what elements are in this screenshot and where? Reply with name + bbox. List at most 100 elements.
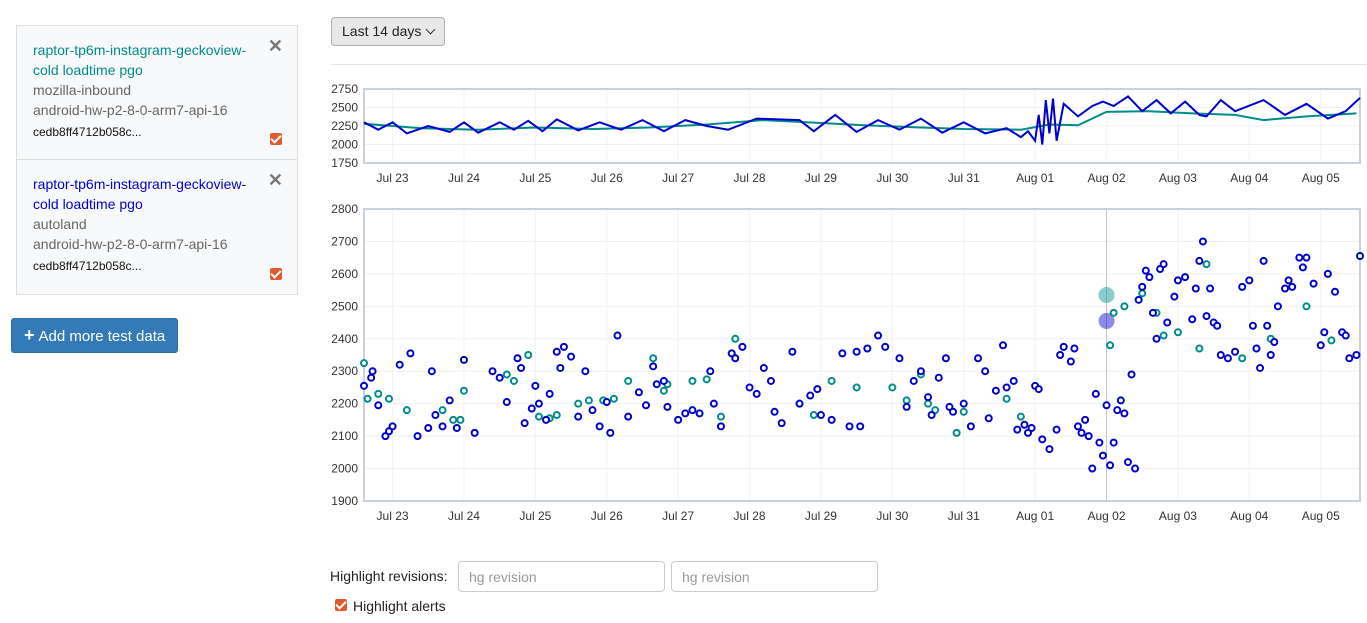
data-point	[406, 349, 415, 358]
data-point	[613, 331, 622, 340]
x-tick-label: Aug 04	[1230, 509, 1268, 523]
series-visible-checkbox[interactable]	[270, 268, 282, 280]
series-title-link[interactable]: raptor-tp6m-instagram-geckoview-cold loa…	[33, 42, 247, 78]
data-point	[816, 411, 825, 420]
add-test-data-button[interactable]: + Add more test data	[11, 318, 179, 353]
data-point	[927, 411, 936, 420]
data-point	[581, 367, 590, 376]
data-point	[524, 351, 533, 359]
overview-chart[interactable]: 1750 2000 2250 2500 2750 Jul 23 Jul 24 Jul 25 Ju…	[331, 82, 1361, 185]
data-point	[795, 399, 804, 408]
data-point	[1327, 336, 1336, 345]
x-tick-label: Aug 01	[1016, 509, 1054, 523]
data-point	[1077, 428, 1086, 437]
data-point	[934, 373, 943, 382]
x-tick-label: Jul 31	[948, 171, 980, 185]
data-point	[552, 347, 561, 356]
data-point	[1027, 424, 1036, 432]
data-point	[716, 412, 725, 421]
data-point	[1141, 266, 1150, 275]
x-tick-label: Aug 01	[1016, 171, 1054, 185]
data-point	[552, 411, 561, 420]
y-tick-label: 2200	[331, 397, 358, 411]
series-title-link[interactable]: raptor-tp6m-instagram-geckoview-cold loa…	[33, 176, 247, 212]
highlighted-point	[1098, 312, 1115, 329]
data-point	[624, 412, 633, 421]
data-point	[1138, 289, 1147, 298]
series-repository: autoland	[33, 216, 87, 232]
data-point	[1159, 260, 1168, 269]
data-point	[534, 399, 543, 408]
data-point	[806, 391, 815, 400]
data-point	[1002, 383, 1011, 392]
y-tick-label: 2500	[331, 299, 358, 313]
revision-input-2[interactable]	[671, 561, 878, 592]
series-visible-checkbox[interactable]	[270, 133, 282, 145]
highlight-revisions-label: Highlight revisions:	[330, 568, 448, 584]
data-point	[1266, 351, 1275, 359]
data-point	[888, 383, 897, 392]
data-point	[488, 367, 497, 376]
data-point	[388, 422, 397, 431]
data-point	[1134, 295, 1143, 304]
data-point	[584, 396, 593, 405]
detail-chart[interactable]: 1900 2000 2100 2200 2300 2400 2500 2600 2700 2800…	[331, 202, 1364, 523]
data-point	[1191, 284, 1200, 293]
data-point	[1273, 302, 1282, 311]
data-point	[606, 428, 615, 437]
close-icon[interactable]: ✕	[267, 36, 283, 56]
series-legend-card: raptor-tp6m-instagram-geckoview-cold loa…	[16, 25, 298, 160]
y-tick-label: 2000	[331, 462, 358, 476]
data-point	[652, 380, 661, 389]
data-point	[634, 388, 643, 397]
data-point	[1170, 292, 1179, 301]
data-point	[574, 399, 583, 408]
data-point	[1013, 425, 1022, 434]
y-tick-label: 2750	[331, 82, 358, 96]
x-tick-label: Aug 05	[1302, 171, 1340, 185]
data-point	[502, 370, 511, 379]
data-point	[706, 367, 715, 376]
data-point	[1020, 420, 1029, 429]
data-point	[991, 386, 1000, 395]
data-point	[949, 407, 958, 416]
data-point	[881, 342, 890, 351]
data-point	[427, 367, 436, 376]
data-point	[649, 354, 658, 363]
data-point	[574, 412, 583, 421]
time-range-select[interactable]: Last 14 days	[331, 17, 446, 46]
data-point	[438, 406, 447, 415]
data-point	[916, 367, 925, 376]
x-tick-label: Jul 25	[519, 509, 551, 523]
divider	[331, 64, 1367, 65]
data-point	[1202, 260, 1211, 269]
data-point	[1202, 312, 1211, 321]
series-line	[363, 110, 1357, 131]
data-point	[1216, 351, 1225, 359]
data-point	[1223, 354, 1232, 363]
data-point	[952, 428, 961, 437]
data-point	[1181, 273, 1190, 282]
data-point	[449, 415, 458, 424]
data-point	[770, 407, 779, 416]
x-tick-label: Jul 30	[876, 171, 908, 185]
data-point	[759, 363, 768, 372]
data-point	[1298, 263, 1307, 272]
close-icon[interactable]: ✕	[267, 170, 283, 190]
data-point	[1127, 370, 1136, 379]
data-point	[1038, 435, 1047, 444]
data-point	[1238, 282, 1247, 291]
data-point	[1116, 396, 1125, 405]
data-point	[1263, 321, 1272, 330]
data-point	[1159, 331, 1168, 340]
highlight-alerts-label: Highlight alerts	[353, 598, 446, 614]
revision-input-1[interactable]	[458, 561, 665, 592]
data-point	[456, 415, 465, 424]
data-point	[395, 360, 404, 369]
highlight-alerts-checkbox[interactable]	[335, 599, 347, 611]
data-point	[1081, 415, 1090, 424]
data-point	[695, 409, 704, 418]
data-point	[941, 354, 950, 363]
data-point	[374, 389, 383, 398]
